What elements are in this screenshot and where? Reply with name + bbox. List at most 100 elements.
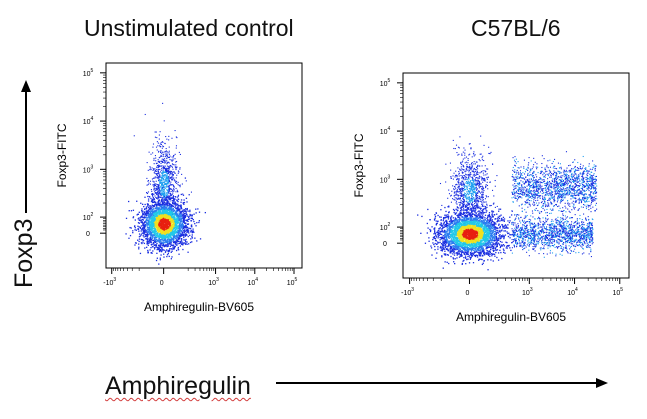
event-dot (163, 195, 165, 197)
event-dot (172, 156, 174, 158)
event-dot (517, 167, 519, 169)
event-dot (582, 178, 584, 180)
event-dot (160, 142, 162, 144)
event-dot (585, 200, 588, 202)
event-dot (173, 199, 175, 202)
event-dot (569, 181, 571, 183)
event-dot (527, 192, 529, 194)
event-dot (591, 198, 593, 200)
event-dot (576, 177, 578, 179)
event-dot (154, 218, 157, 220)
event-dot (157, 165, 159, 167)
event-dot (571, 202, 573, 204)
event-dot (172, 184, 175, 186)
event-dot (546, 185, 548, 188)
event-dot (184, 234, 186, 237)
event-dot (189, 227, 192, 230)
event-dot (162, 102, 164, 104)
event-dot (565, 177, 568, 179)
event-dot (518, 196, 520, 199)
event-dot (169, 238, 172, 241)
event-dot (551, 197, 553, 200)
event-dot (166, 175, 168, 177)
event-dot (584, 201, 586, 203)
event-dot (163, 160, 165, 162)
event-dot (154, 233, 156, 235)
event-dot (173, 200, 175, 202)
event-dot (182, 218, 185, 220)
event-dot (176, 190, 179, 193)
event-dot (160, 231, 162, 233)
event-dot (569, 211, 571, 213)
event-dot (536, 184, 538, 186)
event-dot (169, 183, 171, 185)
event-dot (579, 173, 581, 175)
event-dot (547, 202, 549, 204)
event-dot (164, 165, 166, 167)
y-axis-title: Foxp3-FITC (55, 123, 69, 187)
event-dot (165, 241, 168, 244)
event-dot (552, 167, 554, 169)
event-dot (185, 238, 187, 241)
event-dot (164, 231, 166, 233)
event-dot (570, 181, 572, 183)
event-dot (164, 209, 166, 212)
event-dot (589, 180, 591, 182)
event-dot (163, 185, 165, 187)
event-dot (146, 237, 148, 240)
event-dot (162, 193, 164, 195)
event-dot (157, 240, 159, 242)
event-dot (160, 160, 162, 162)
event-dot (164, 197, 166, 200)
event-dot (163, 219, 165, 222)
event-dot (153, 230, 155, 232)
event-dot (147, 211, 149, 213)
event-dot (179, 227, 181, 229)
event-dot (188, 218, 191, 220)
event-dot (173, 247, 175, 250)
event-dot (564, 184, 566, 186)
event-dot (141, 227, 144, 230)
event-dot (590, 195, 592, 197)
event-dot (169, 248, 171, 250)
event-dot (176, 241, 179, 243)
event-dot (166, 222, 169, 225)
event-dot (578, 169, 580, 171)
event-dot (168, 189, 170, 191)
event-dot (177, 231, 180, 234)
event-dot (562, 189, 564, 191)
event-dot (173, 224, 176, 226)
event-dot (163, 175, 165, 177)
event-dot (154, 214, 156, 217)
event-dot (588, 170, 590, 172)
event-dot (570, 175, 572, 177)
event-dot (146, 224, 148, 226)
event-dot (159, 182, 161, 184)
event-dot (536, 181, 538, 183)
event-dot (158, 217, 161, 220)
event-dot (167, 242, 169, 244)
event-dot (164, 202, 166, 204)
event-dot (142, 216, 145, 219)
event-dot (161, 203, 163, 206)
event-dot (573, 170, 575, 172)
event-dot (162, 212, 164, 214)
event-dot (165, 178, 167, 180)
event-dot (595, 165, 597, 167)
event-dot (576, 179, 578, 181)
event-dot (519, 190, 521, 192)
event-dot (165, 150, 167, 152)
event-dot (173, 220, 176, 223)
event-dot (166, 201, 168, 203)
x-axis-title: Amphiregulin-BV605 (456, 310, 566, 324)
event-dot (155, 214, 157, 216)
event-dot (528, 189, 530, 191)
event-dot (529, 191, 531, 193)
event-dot (149, 227, 151, 229)
event-dot (587, 182, 589, 185)
event-dot (167, 243, 169, 245)
event-dot (157, 169, 159, 171)
event-dot (573, 194, 576, 196)
event-dot (553, 165, 555, 167)
event-dot (138, 226, 140, 228)
